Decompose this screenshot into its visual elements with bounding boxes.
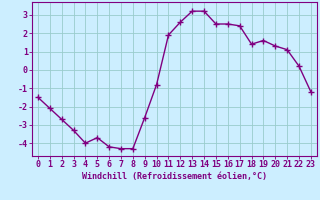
X-axis label: Windchill (Refroidissement éolien,°C): Windchill (Refroidissement éolien,°C)	[82, 172, 267, 181]
